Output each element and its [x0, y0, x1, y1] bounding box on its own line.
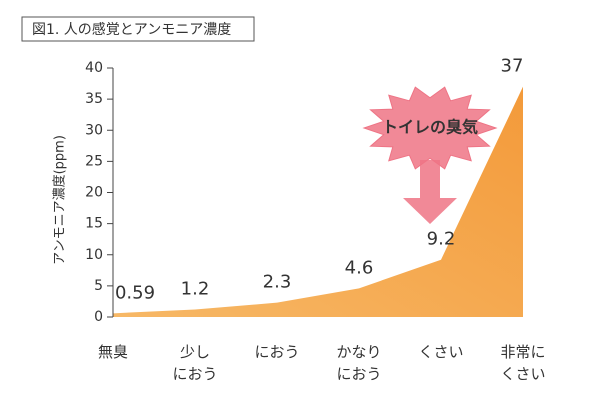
y-tick-label: 25 [85, 153, 103, 169]
x-tick-label: くさい [418, 343, 463, 361]
chart-title: 図1. 人の感覚とアンモニア濃度 [32, 21, 231, 38]
y-tick-label: 5 [94, 278, 103, 294]
annotation-burst [362, 86, 498, 170]
y-tick-label: 40 [85, 60, 103, 76]
y-tick-label: 0 [94, 309, 103, 325]
value-label: 37 [501, 56, 524, 77]
annotation: トイレの臭気 [382, 118, 478, 137]
y-tick-label: 35 [85, 91, 103, 107]
y-axis-label: アンモニア濃度(ppm) [52, 135, 68, 265]
area [113, 86, 523, 317]
annotation-arrow [403, 160, 457, 224]
x-tick-label: 少しにおう [172, 343, 217, 383]
y-tick-label: 10 [85, 247, 103, 263]
y-tick-label: 20 [85, 185, 103, 201]
title-box [21, 16, 255, 42]
x-tick-label: におう [254, 343, 299, 361]
value-label: 4.6 [345, 257, 374, 278]
value-label: 2.3 [263, 272, 292, 293]
value-label: 1.2 [181, 279, 210, 300]
y-tick-label: 15 [85, 216, 103, 232]
value-label: 9.2 [427, 229, 456, 250]
x-tick-label: 非常にくさい [500, 343, 545, 383]
x-tick-label: かなりにおう [336, 343, 381, 383]
value-label: 0.59 [115, 282, 155, 303]
x-tick-label: 無臭 [98, 343, 128, 361]
y-tick-label: 30 [85, 122, 103, 138]
